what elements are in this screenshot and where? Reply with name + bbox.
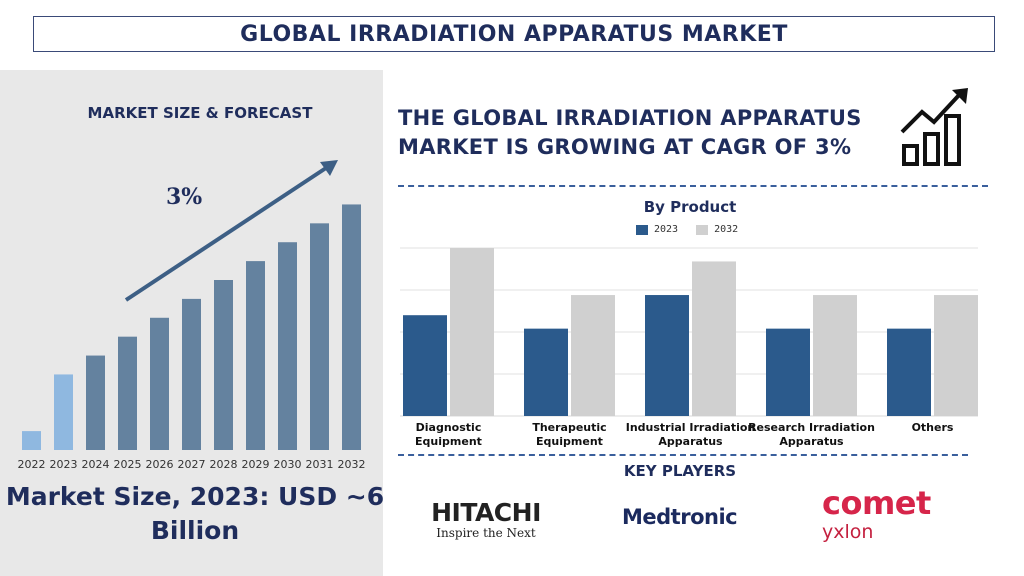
product-bar-3-2032 — [692, 261, 736, 416]
product-bar-3-2023 — [645, 295, 689, 416]
divider-top — [398, 185, 988, 187]
market-size-heading: MARKET SIZE & FORECAST — [87, 104, 313, 122]
product-bar-2-2023 — [524, 328, 568, 416]
forecast-bar-2023 — [54, 374, 73, 450]
forecast-bar-2031 — [310, 223, 329, 450]
cagr-label: 3% — [166, 184, 203, 210]
forecast-tick-2031: 2031 — [306, 458, 334, 470]
comet-logo: comet yxlon — [822, 485, 931, 543]
product-bar-5-2032 — [934, 295, 978, 416]
forecast-bar-2027 — [182, 298, 201, 450]
forecast-tick-2028: 2028 — [210, 458, 238, 470]
legend-swatch-2032 — [696, 224, 709, 235]
growth-chart-icon — [900, 88, 968, 166]
forecast-bar-2024 — [86, 355, 105, 450]
cagr-headline: THE GLOBAL IRRADIATION APPARATUS MARKET … — [398, 106, 862, 159]
forecast-tick-2026: 2026 — [146, 458, 174, 470]
comet-logo-text: comet — [822, 484, 931, 522]
forecast-tick-2025: 2025 — [114, 458, 142, 470]
legend-item-2032: 2032 — [696, 224, 738, 235]
market-size-text: Market Size, 2023: USD ~6 Billion — [5, 482, 385, 545]
forecast-tick-2032: 2032 — [338, 458, 366, 470]
product-category-label: Diagnostic Equipment — [415, 421, 482, 448]
medtronic-logo: Medtronic — [622, 505, 738, 529]
forecast-bar-2025 — [118, 336, 137, 450]
comet-logo-subtext: yxlon — [822, 521, 874, 543]
product-chart: Diagnostic Equipment Therapeutic Equipment I… — [400, 247, 978, 448]
product-category-label: Industrial Irradiation Apparatus — [626, 421, 756, 448]
product-category-label: Research Irradiation Apparatus — [748, 421, 875, 448]
product-legend: 2023 2032 — [636, 224, 738, 235]
forecast-tick-2027: 2027 — [178, 458, 206, 470]
product-category-label: Others — [912, 421, 954, 434]
hitachi-logo: HITACHI Inspire the Next — [426, 498, 546, 541]
product-bar-4-2032 — [813, 295, 857, 416]
forecast-tick-2024: 2024 — [82, 458, 110, 470]
forecast-bar-2032 — [342, 204, 361, 450]
forecast-bar-2030 — [278, 242, 297, 450]
growth-arrow-icon — [124, 166, 328, 302]
forecast-bar-2026 — [150, 317, 169, 450]
product-bar-2-2032 — [571, 295, 615, 416]
product-bar-5-2023 — [887, 328, 931, 416]
forecast-bar-2029 — [246, 261, 265, 450]
legend-swatch-2023 — [636, 224, 648, 235]
key-players-title: KEY PLAYERS — [623, 462, 737, 480]
market-size-chart: 2022 2023 2024 2025 2026 2027 2028 2029 2030 2031… — [18, 160, 366, 470]
legend-label-2023: 2023 — [654, 224, 679, 235]
legend-item-2023: 2023 — [636, 224, 678, 235]
forecast-tick-2023: 2023 — [50, 458, 78, 470]
forecast-bar-2022 — [22, 431, 41, 450]
forecast-tick-2022: 2022 — [18, 458, 46, 470]
page-title: GLOBAL IRRADIATION APPARATUS MARKET — [33, 16, 995, 52]
legend-label-2032: 2032 — [714, 224, 739, 235]
hitachi-logo-text: HITACHI — [431, 498, 541, 527]
product-bar-1-2032 — [450, 248, 494, 416]
forecast-bar-2028 — [214, 280, 233, 450]
product-category-label: Therapeutic Equipment — [532, 421, 606, 448]
market-size-panel: MARKET SIZE & FORECAST 2022 2023 2024 2025 2… — [0, 70, 384, 576]
product-bar-1-2023 — [403, 315, 447, 416]
product-chart-title: By Product — [643, 198, 737, 216]
growth-arrowhead-icon — [320, 160, 338, 176]
forecast-tick-2030: 2030 — [274, 458, 302, 470]
forecast-tick-2029: 2029 — [242, 458, 270, 470]
hitachi-tagline: Inspire the Next — [436, 526, 536, 540]
product-bar-4-2023 — [766, 328, 810, 416]
divider-bottom — [398, 454, 968, 456]
